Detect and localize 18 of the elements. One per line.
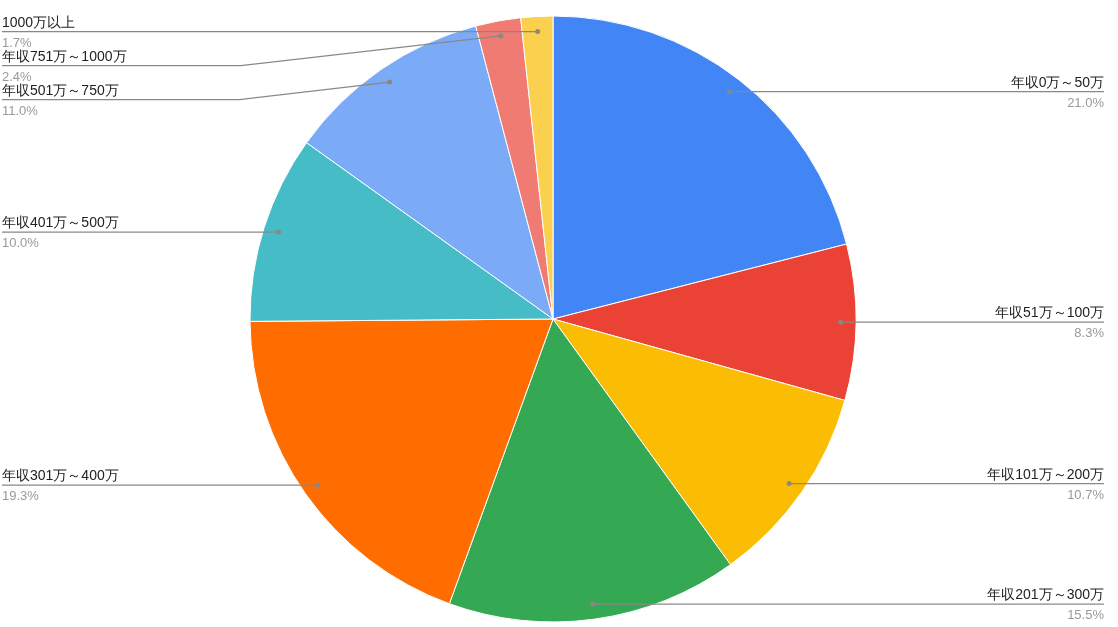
data-label: 11.0% [2, 102, 39, 118]
data-label: 10.0% [2, 235, 40, 251]
data-label: 10.7% [1067, 486, 1105, 502]
data-label: 1.7% [2, 34, 33, 50]
data-label: 8.3% [1074, 325, 1105, 341]
slice-label: 年収201万～300万 [987, 586, 1104, 603]
slice-label: 1000万以上 [2, 13, 76, 30]
slice-label: 年収0万～50万 [1010, 73, 1104, 90]
slice-label: 年収751万～1000万 [2, 47, 127, 64]
slice-label: 年収501万～750万 [2, 81, 119, 98]
data-label: 2.4% [2, 68, 33, 84]
data-label: 19.3% [2, 488, 40, 504]
slice-label: 年収401万～500万 [2, 214, 119, 231]
slice-label: 年収301万～400万 [2, 467, 119, 484]
data-label: 15.5% [1067, 607, 1105, 623]
slice-label: 年収51万～100万 [995, 304, 1104, 321]
data-label: 21.0% [1067, 94, 1105, 110]
slice-label: 年収101万～200万 [987, 465, 1104, 482]
